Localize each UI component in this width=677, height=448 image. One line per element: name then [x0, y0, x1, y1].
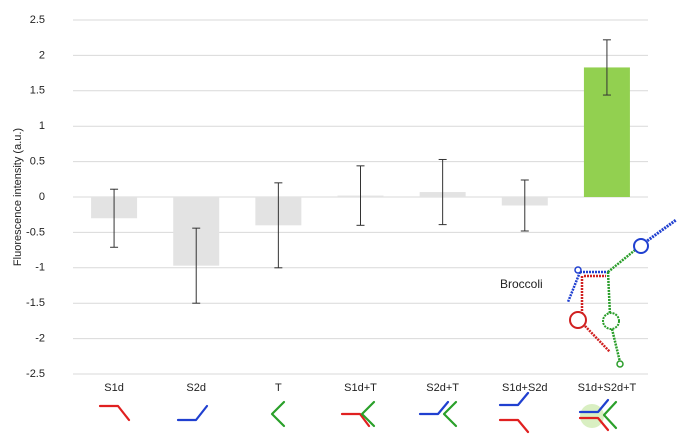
y-tick-label: 2: [39, 49, 45, 61]
y-tick-label: 0.5: [30, 156, 45, 168]
y-tick-label: 0: [39, 191, 45, 203]
plot: -2.5 -2 -1.5 -1 -0.5 0 0.5 1 1.5 2 2.5 S1d S2d T S1d+T…: [26, 14, 648, 394]
chart: Fluorescence intensity (a.u.) -2.5 -2 -1.5…: [0, 0, 677, 448]
y-tick-label: -2.5: [26, 368, 45, 380]
y-axis-title: Fluorescence intensity (a.u.): [12, 128, 24, 266]
x-tick-label: S1d+S2d+T: [578, 382, 637, 394]
y-tick-label: 2.5: [30, 14, 45, 26]
x-tick-label: S2d: [186, 382, 206, 394]
construct-icons: [100, 393, 616, 432]
y-tick-label: 1.5: [30, 85, 45, 97]
x-tick-label: S1d+S2d: [502, 382, 548, 394]
x-tick-label: S2d+T: [426, 382, 459, 394]
broccoli-diagram: [568, 220, 676, 367]
x-tick-label: S1d+T: [344, 382, 377, 394]
y-tick-label: 1: [39, 120, 45, 132]
y-tick-label: -1: [35, 262, 45, 274]
annotation: Broccoli: [500, 277, 543, 291]
y-tick-label: -1.5: [26, 297, 45, 309]
x-tick-label: T: [275, 382, 282, 394]
y-tick-label: -2: [35, 333, 45, 345]
x-tick-label: S1d: [104, 382, 124, 394]
y-tick-label: -0.5: [26, 226, 45, 238]
